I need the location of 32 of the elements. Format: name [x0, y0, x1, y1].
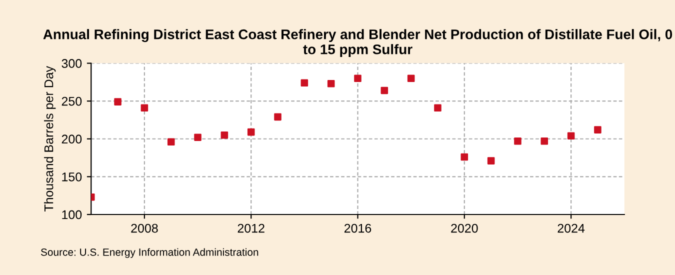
y-tick-label: 100	[62, 210, 82, 220]
point	[380, 86, 388, 94]
y-tick-label: 300	[62, 59, 82, 68]
point	[567, 132, 575, 140]
point	[140, 104, 148, 112]
point	[247, 128, 255, 136]
x-tick-label: 2016	[344, 224, 372, 233]
y-tick-label: 200	[62, 134, 82, 144]
point	[540, 138, 548, 145]
point	[594, 126, 602, 134]
y-tick-label: 250	[62, 96, 82, 106]
point	[114, 98, 122, 106]
point	[274, 113, 282, 121]
point	[407, 74, 415, 82]
y-tick-label: 150	[62, 172, 82, 182]
point	[327, 80, 335, 88]
point	[354, 74, 362, 82]
chart-title: Annual Refining District East Coast Refinery and Blender Net Production of Distillate Fuel Oil, 0 to 15 ppm Sulfur	[43, 29, 672, 58]
x-tick-label: 2020	[451, 224, 478, 233]
x-tick-label: 2008	[131, 224, 158, 233]
point	[514, 138, 522, 145]
point	[434, 104, 442, 112]
x-tick-label: 2012	[238, 224, 264, 233]
point	[194, 134, 202, 142]
source-note: Source: U.S. Energy Information Administration	[40, 248, 258, 258]
point	[487, 157, 495, 164]
point	[300, 79, 308, 87]
x-tick-label: 2024	[558, 224, 585, 233]
point	[460, 153, 468, 161]
point	[220, 131, 228, 139]
point	[167, 138, 175, 146]
y-axis-title: Thousand Barrels per Day	[44, 66, 56, 212]
